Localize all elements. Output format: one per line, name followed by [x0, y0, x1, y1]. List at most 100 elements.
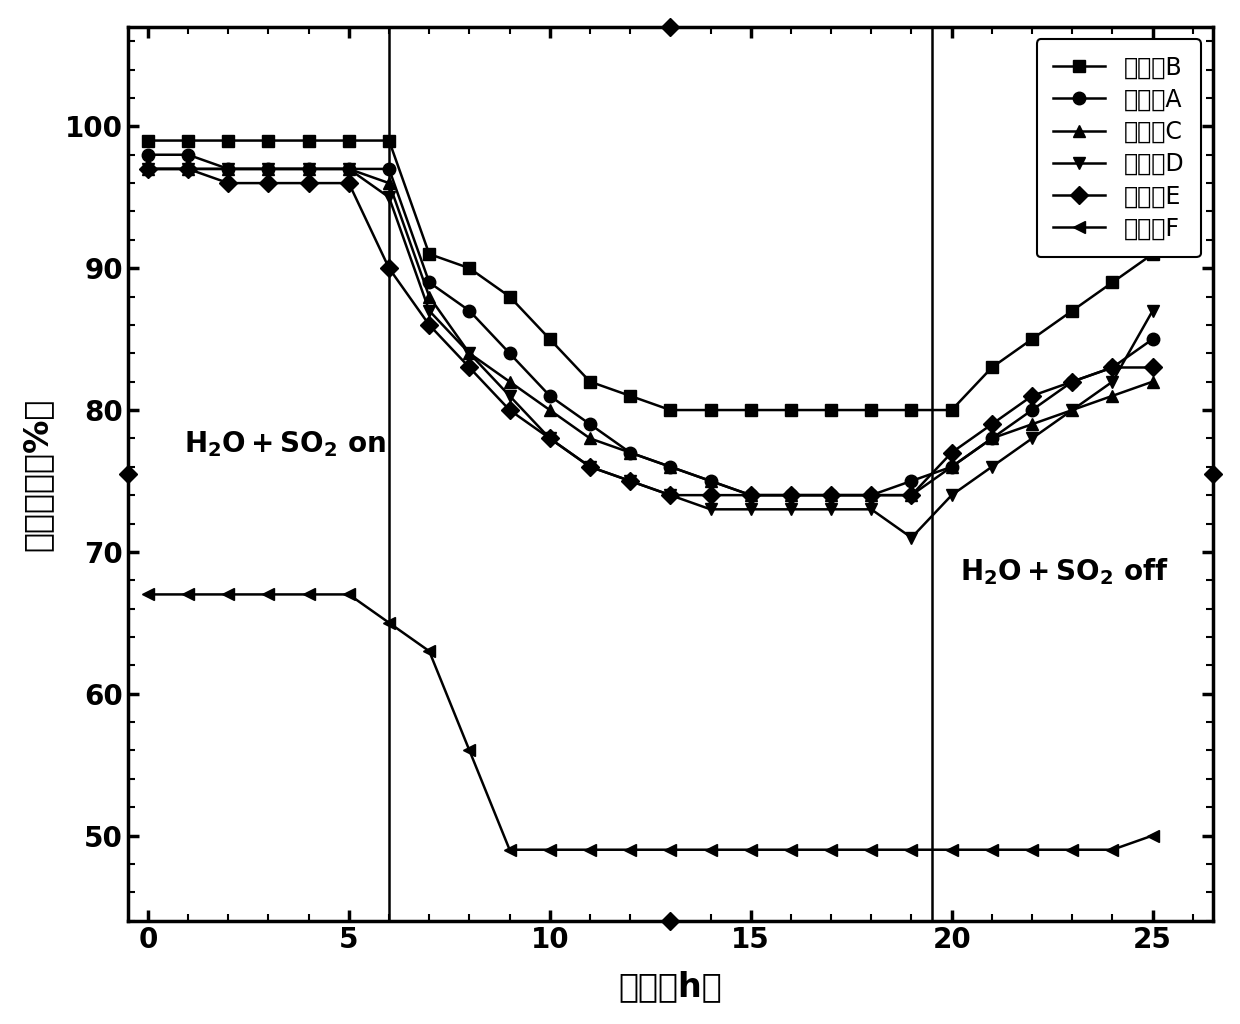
催化剂C — [463, 347, 477, 359]
催化剂B — [382, 134, 397, 146]
催化剂F — [583, 844, 598, 856]
催化剂B — [703, 403, 718, 416]
催化剂A — [904, 475, 919, 487]
催化剂C — [904, 489, 919, 502]
催化剂C — [663, 461, 678, 473]
催化剂B — [140, 134, 155, 146]
催化剂E — [181, 163, 196, 175]
催化剂F — [463, 744, 477, 757]
Legend: 催化剂B, 催化剂A, 催化剂C, 催化剂D, 催化剂E, 催化剂F: 催化剂B, 催化剂A, 催化剂C, 催化剂D, 催化剂E, 催化剂F — [1037, 39, 1202, 257]
催化剂D — [864, 503, 879, 515]
催化剂C — [622, 446, 637, 459]
催化剂F — [301, 588, 316, 600]
催化剂C — [864, 489, 879, 502]
催化剂B — [341, 134, 356, 146]
催化剂E — [463, 361, 477, 374]
Line: 催化剂B: 催化剂B — [141, 134, 1159, 417]
催化剂D — [1024, 432, 1039, 444]
催化剂E — [1105, 361, 1120, 374]
催化剂B — [1105, 276, 1120, 289]
催化剂A — [181, 148, 196, 161]
催化剂A — [221, 163, 236, 175]
催化剂A — [944, 461, 959, 473]
X-axis label: 时间（h）: 时间（h） — [619, 970, 722, 1004]
催化剂A — [262, 163, 277, 175]
催化剂E — [1065, 376, 1080, 388]
催化剂B — [663, 403, 678, 416]
催化剂A — [341, 163, 356, 175]
催化剂D — [382, 191, 397, 204]
催化剂E — [1146, 361, 1161, 374]
催化剂D — [985, 461, 999, 473]
催化剂B — [583, 376, 598, 388]
催化剂A — [1024, 403, 1039, 416]
Text: $\mathregular{H_2O+SO_2}$ on: $\mathregular{H_2O+SO_2}$ on — [184, 430, 386, 460]
催化剂F — [864, 844, 879, 856]
催化剂B — [1024, 333, 1039, 345]
Line: 催化剂A: 催化剂A — [141, 148, 1159, 502]
催化剂B — [221, 134, 236, 146]
催化剂E — [743, 489, 758, 502]
催化剂B — [784, 403, 799, 416]
Line: 催化剂C: 催化剂C — [141, 163, 1159, 502]
催化剂C — [944, 461, 959, 473]
催化剂C — [1146, 376, 1161, 388]
催化剂B — [262, 134, 277, 146]
催化剂A — [703, 475, 718, 487]
催化剂C — [181, 163, 196, 175]
催化剂A — [663, 461, 678, 473]
催化剂C — [382, 177, 397, 189]
催化剂F — [181, 588, 196, 600]
催化剂B — [301, 134, 316, 146]
催化剂F — [221, 588, 236, 600]
催化剂D — [422, 304, 436, 316]
催化剂C — [221, 163, 236, 175]
催化剂A — [784, 489, 799, 502]
催化剂C — [703, 475, 718, 487]
催化剂F — [622, 844, 637, 856]
催化剂B — [743, 403, 758, 416]
催化剂A — [622, 446, 637, 459]
催化剂B — [823, 403, 838, 416]
催化剂F — [341, 588, 356, 600]
催化剂D — [703, 503, 718, 515]
催化剂A — [864, 489, 879, 502]
催化剂C — [301, 163, 316, 175]
催化剂A — [140, 148, 155, 161]
催化剂F — [542, 844, 557, 856]
催化剂C — [1105, 390, 1120, 402]
催化剂A — [1105, 361, 1120, 374]
催化剂E — [583, 461, 598, 473]
催化剂E — [784, 489, 799, 502]
催化剂A — [422, 276, 436, 289]
催化剂E — [823, 489, 838, 502]
催化剂C — [262, 163, 277, 175]
催化剂B — [985, 361, 999, 374]
催化剂E — [382, 262, 397, 274]
催化剂B — [864, 403, 879, 416]
催化剂C — [985, 432, 999, 444]
催化剂D — [1065, 403, 1080, 416]
催化剂C — [823, 489, 838, 502]
催化剂E — [864, 489, 879, 502]
催化剂E — [262, 177, 277, 189]
催化剂E — [140, 163, 155, 175]
催化剂E — [663, 489, 678, 502]
催化剂A — [985, 432, 999, 444]
催化剂D — [1146, 304, 1161, 316]
催化剂D — [140, 163, 155, 175]
催化剂E — [944, 446, 959, 459]
催化剂D — [542, 432, 557, 444]
催化剂C — [140, 163, 155, 175]
催化剂E — [341, 177, 356, 189]
催化剂E — [904, 489, 919, 502]
催化剂A — [1146, 333, 1161, 345]
催化剂E — [502, 403, 517, 416]
催化剂D — [1105, 376, 1120, 388]
催化剂F — [823, 844, 838, 856]
催化剂D — [502, 390, 517, 402]
催化剂E — [1024, 390, 1039, 402]
催化剂D — [181, 163, 196, 175]
催化剂F — [1105, 844, 1120, 856]
催化剂B — [542, 333, 557, 345]
